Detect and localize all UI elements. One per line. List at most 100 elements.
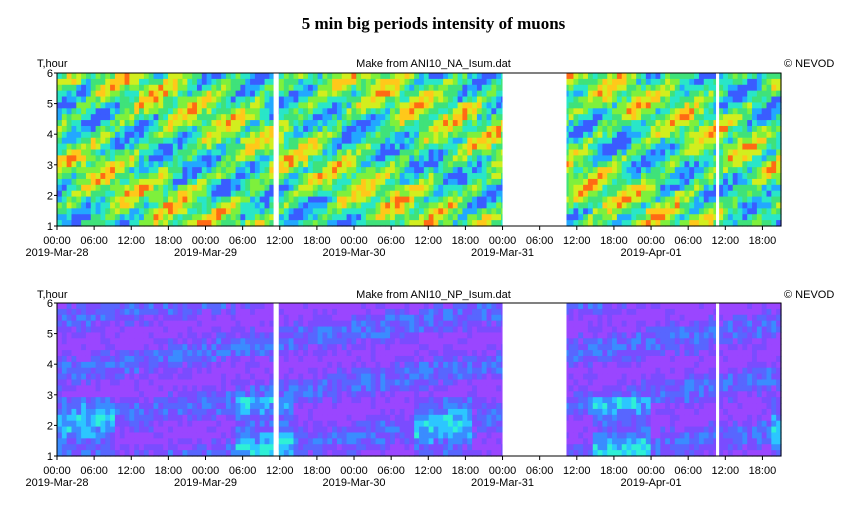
heatmap-cell bbox=[626, 161, 632, 168]
heatmap-cell bbox=[394, 190, 401, 198]
heatmap-cell bbox=[776, 102, 782, 109]
heatmap-cell bbox=[380, 173, 386, 180]
heatmap-cell bbox=[612, 125, 618, 133]
heatmap-cell bbox=[288, 125, 295, 133]
heatmap-cell bbox=[346, 173, 353, 180]
heatmap-cell bbox=[76, 137, 82, 145]
heatmap-cell bbox=[119, 308, 126, 316]
heatmap-cell bbox=[684, 184, 690, 192]
heatmap-cell bbox=[250, 178, 256, 186]
heatmap-cell bbox=[196, 308, 203, 316]
heatmap-cell bbox=[694, 131, 700, 139]
heatmap-cell bbox=[641, 173, 647, 180]
heatmap-cell bbox=[303, 208, 309, 215]
heatmap-cell bbox=[616, 108, 623, 115]
heatmap-cell bbox=[245, 155, 251, 162]
heatmap-cell bbox=[423, 220, 430, 227]
heatmap-cell bbox=[119, 214, 126, 221]
heatmap-cell bbox=[718, 202, 724, 209]
heatmap-cell bbox=[414, 96, 420, 104]
heatmap-cell bbox=[177, 167, 184, 174]
heatmap-cell bbox=[148, 308, 155, 316]
heatmap-cell bbox=[732, 220, 739, 227]
heatmap-cell bbox=[399, 167, 406, 174]
heatmap-cell bbox=[602, 125, 608, 133]
heatmap-cell bbox=[206, 131, 213, 139]
heatmap-cell bbox=[317, 143, 324, 151]
heatmap-cell bbox=[114, 137, 121, 145]
heatmap-cell bbox=[105, 420, 111, 428]
heatmap-cell bbox=[481, 155, 488, 162]
heatmap-cell bbox=[259, 131, 266, 139]
heatmap-cell bbox=[148, 167, 155, 174]
heatmap-cell bbox=[727, 102, 734, 109]
heatmap-cell bbox=[139, 190, 145, 198]
heatmap-cell bbox=[679, 143, 686, 151]
heatmap-cell bbox=[307, 120, 314, 127]
heatmap-cell bbox=[298, 90, 304, 98]
heatmap-cell bbox=[679, 102, 686, 109]
heatmap-cell bbox=[153, 155, 159, 162]
heatmap-cell bbox=[163, 90, 169, 98]
heatmap-cell bbox=[206, 303, 213, 310]
heatmap-cell bbox=[110, 78, 116, 86]
heatmap-cell bbox=[327, 131, 333, 139]
heatmap-cell bbox=[66, 202, 73, 209]
heatmap-cell bbox=[177, 326, 184, 334]
heatmap-cell bbox=[621, 214, 628, 221]
heatmap-cell bbox=[592, 102, 599, 109]
heatmap-cell bbox=[380, 178, 386, 186]
heatmap-cell bbox=[612, 137, 618, 145]
heatmap-cell bbox=[201, 131, 208, 139]
heatmap-cell bbox=[312, 96, 319, 104]
heatmap-cell bbox=[100, 167, 106, 174]
heatmap-cell bbox=[201, 96, 208, 104]
heatmap-cell bbox=[597, 196, 604, 204]
heatmap-cell bbox=[187, 120, 193, 127]
heatmap-cell bbox=[385, 108, 391, 115]
heatmap-cell bbox=[143, 149, 150, 156]
heatmap-cell bbox=[394, 208, 401, 215]
heatmap-cell bbox=[607, 78, 613, 86]
heatmap-cell bbox=[674, 137, 681, 145]
heatmap-cell bbox=[61, 155, 68, 162]
heatmap-cell bbox=[100, 90, 106, 98]
heatmap-cell bbox=[71, 408, 77, 416]
heatmap-cell bbox=[612, 167, 618, 174]
heatmap-cell bbox=[718, 108, 724, 115]
heatmap-cell bbox=[81, 338, 87, 345]
heatmap-cell bbox=[264, 184, 270, 192]
heatmap-cell bbox=[100, 125, 106, 133]
heatmap-cell bbox=[419, 114, 425, 121]
heatmap-cell bbox=[612, 149, 618, 156]
heatmap-cell bbox=[225, 220, 232, 227]
heatmap-cell bbox=[443, 208, 449, 215]
heatmap-cell bbox=[660, 178, 666, 186]
heatmap-cell bbox=[336, 125, 343, 133]
heatmap-cell bbox=[182, 408, 188, 416]
heatmap-cell bbox=[568, 220, 575, 227]
heatmap-cell bbox=[756, 184, 763, 192]
heatmap-cell bbox=[612, 143, 618, 151]
heatmap-cell bbox=[486, 178, 492, 186]
heatmap-cell bbox=[240, 178, 246, 186]
heatmap-cell bbox=[592, 78, 599, 86]
heatmap-cell bbox=[168, 73, 174, 80]
heatmap-cell bbox=[143, 120, 150, 127]
heatmap-cell bbox=[66, 403, 73, 410]
heatmap-cell bbox=[409, 190, 415, 198]
y-tick-label: 6 bbox=[47, 68, 53, 80]
heatmap-cell bbox=[211, 314, 217, 322]
heatmap-cell bbox=[81, 220, 87, 227]
heatmap-cell bbox=[752, 155, 758, 162]
heatmap-cell bbox=[211, 391, 217, 398]
heatmap-cell bbox=[168, 408, 174, 416]
heatmap-cell bbox=[563, 78, 570, 86]
heatmap-cell bbox=[597, 137, 604, 145]
heatmap-cell bbox=[177, 137, 184, 145]
heatmap-cell bbox=[665, 96, 671, 104]
heatmap-cell bbox=[61, 320, 68, 328]
heatmap-cell bbox=[245, 114, 251, 121]
heatmap-cell bbox=[57, 108, 63, 115]
heatmap-cell bbox=[153, 173, 159, 180]
